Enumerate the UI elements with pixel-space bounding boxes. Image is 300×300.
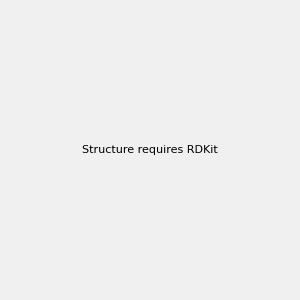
Text: Structure requires RDKit: Structure requires RDKit bbox=[82, 145, 218, 155]
